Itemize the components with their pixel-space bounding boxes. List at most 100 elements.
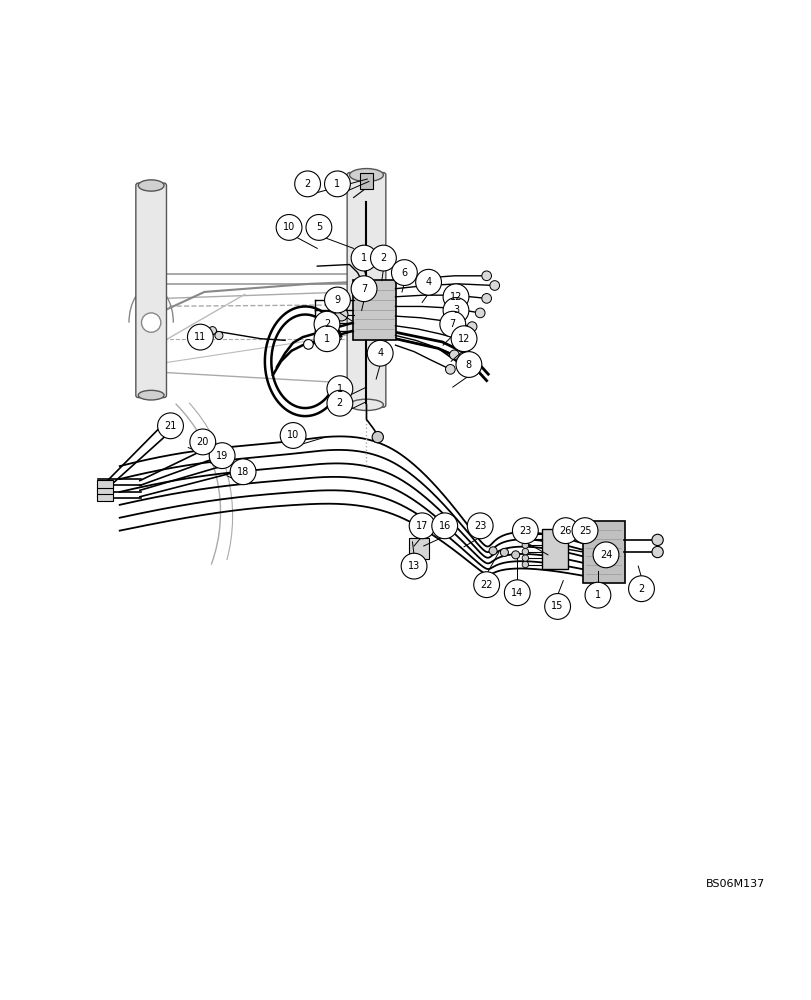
- Circle shape: [314, 311, 340, 337]
- Text: 25: 25: [578, 526, 590, 536]
- Circle shape: [511, 551, 519, 559]
- Circle shape: [489, 281, 499, 290]
- Text: 26: 26: [559, 526, 571, 536]
- Circle shape: [280, 423, 306, 448]
- Text: 12: 12: [449, 292, 461, 302]
- Text: 14: 14: [511, 588, 523, 598]
- Text: 22: 22: [480, 580, 492, 590]
- FancyBboxPatch shape: [352, 280, 396, 340]
- Circle shape: [324, 171, 350, 197]
- Text: 19: 19: [216, 451, 228, 461]
- Text: 10: 10: [286, 430, 299, 440]
- Text: 13: 13: [407, 561, 419, 571]
- Circle shape: [443, 284, 468, 310]
- Circle shape: [481, 294, 491, 303]
- Circle shape: [431, 513, 457, 539]
- Ellipse shape: [349, 399, 383, 410]
- Circle shape: [572, 518, 597, 544]
- Circle shape: [443, 298, 468, 323]
- Circle shape: [371, 431, 383, 443]
- Circle shape: [335, 308, 347, 321]
- Circle shape: [651, 534, 663, 546]
- Circle shape: [521, 531, 528, 537]
- Circle shape: [391, 260, 417, 285]
- FancyBboxPatch shape: [346, 173, 385, 407]
- Text: 1: 1: [337, 384, 342, 394]
- Circle shape: [327, 390, 352, 416]
- Ellipse shape: [138, 180, 164, 191]
- FancyBboxPatch shape: [97, 486, 113, 494]
- Text: 23: 23: [518, 526, 531, 536]
- Circle shape: [409, 513, 435, 539]
- Circle shape: [445, 365, 455, 374]
- Text: 5: 5: [315, 222, 322, 232]
- FancyBboxPatch shape: [97, 493, 113, 501]
- Circle shape: [401, 553, 427, 579]
- Ellipse shape: [138, 390, 164, 400]
- Text: 23: 23: [474, 521, 486, 531]
- Text: 1: 1: [594, 590, 600, 600]
- Circle shape: [521, 548, 528, 555]
- Text: 6: 6: [401, 268, 407, 278]
- Text: 3: 3: [453, 305, 458, 315]
- FancyBboxPatch shape: [582, 521, 624, 583]
- Circle shape: [324, 287, 350, 313]
- Circle shape: [481, 271, 491, 281]
- Circle shape: [327, 376, 352, 402]
- Text: 16: 16: [438, 521, 450, 531]
- Circle shape: [473, 572, 499, 598]
- Text: BS06M137: BS06M137: [705, 879, 764, 889]
- Text: 20: 20: [196, 437, 208, 447]
- FancyBboxPatch shape: [409, 538, 428, 559]
- Text: 12: 12: [457, 334, 470, 344]
- FancyBboxPatch shape: [97, 480, 113, 488]
- Text: 21: 21: [164, 421, 177, 431]
- Circle shape: [521, 542, 528, 548]
- Circle shape: [500, 548, 508, 556]
- Circle shape: [157, 413, 183, 439]
- Circle shape: [215, 331, 223, 340]
- Circle shape: [208, 327, 217, 335]
- Circle shape: [628, 576, 654, 602]
- Circle shape: [521, 535, 528, 542]
- Text: 4: 4: [376, 348, 383, 358]
- Circle shape: [141, 313, 161, 332]
- Circle shape: [592, 542, 618, 568]
- Text: 2: 2: [337, 398, 342, 408]
- Ellipse shape: [349, 169, 383, 181]
- Circle shape: [521, 561, 528, 568]
- Text: 24: 24: [599, 550, 611, 560]
- Circle shape: [303, 340, 313, 349]
- Circle shape: [187, 324, 213, 350]
- Circle shape: [584, 582, 610, 608]
- Circle shape: [459, 335, 468, 345]
- Circle shape: [488, 547, 496, 555]
- Text: 17: 17: [415, 521, 427, 531]
- Circle shape: [294, 171, 320, 197]
- Text: 11: 11: [194, 332, 206, 342]
- Text: 8: 8: [466, 360, 471, 370]
- Circle shape: [466, 513, 492, 539]
- Text: 7: 7: [361, 284, 367, 294]
- Text: 2: 2: [380, 253, 386, 263]
- Circle shape: [544, 594, 570, 619]
- Text: 1: 1: [361, 253, 367, 263]
- Text: 15: 15: [551, 601, 563, 611]
- Circle shape: [276, 215, 302, 240]
- FancyBboxPatch shape: [542, 529, 568, 569]
- Circle shape: [474, 308, 484, 318]
- Circle shape: [504, 580, 530, 606]
- FancyBboxPatch shape: [135, 183, 166, 398]
- Text: 7: 7: [449, 319, 455, 329]
- Circle shape: [451, 326, 476, 352]
- Circle shape: [370, 245, 396, 271]
- Circle shape: [306, 215, 332, 240]
- Circle shape: [456, 352, 481, 377]
- Circle shape: [651, 546, 663, 558]
- Circle shape: [367, 340, 393, 366]
- Circle shape: [190, 429, 216, 455]
- Circle shape: [314, 326, 340, 352]
- Text: 2: 2: [324, 319, 330, 329]
- Circle shape: [440, 311, 465, 337]
- Text: 1: 1: [334, 179, 340, 189]
